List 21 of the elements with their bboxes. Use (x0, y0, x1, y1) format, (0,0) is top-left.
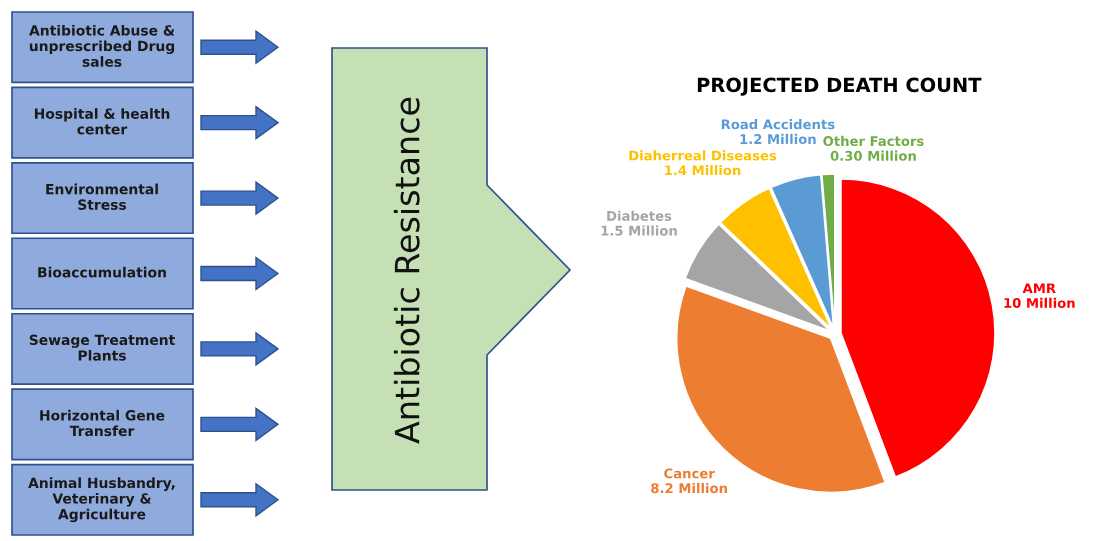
data-label: 10 Million (1004, 297, 1075, 308)
text: Environmental Stress (46, 183, 158, 210)
text: Horizontal Gene Transfer (40, 409, 165, 437)
text: Sewage Treatment Plants (29, 334, 175, 361)
text: Antibiotic Abuse & unprescribed Drug sales (29, 24, 175, 67)
text: Antibiotic Resistance (393, 97, 420, 444)
slice-label: Cancer (664, 468, 715, 479)
text: Hospital & health center (34, 108, 170, 135)
slice-label: Diabetes (607, 210, 672, 221)
data-label: 1.5 Million (601, 225, 677, 236)
slice-label: Road Accidents (721, 119, 835, 130)
slice-label: Diaherreal Diseases (629, 150, 777, 161)
chart-title: PROJECTED DEATH COUNT (697, 77, 982, 96)
slice-label: Other Factors (823, 135, 924, 147)
data-label: 1.2 Million (740, 133, 816, 145)
text: Bioaccumulation (38, 266, 166, 278)
data-label: 0.30 Million (830, 150, 916, 161)
data-label: 1.4 Million (665, 165, 741, 176)
slice-label: AMR (1022, 283, 1056, 293)
data-label: 8.2 Million (651, 482, 727, 494)
text: Animal Husbandry, Veterinary & Agriculture (28, 477, 175, 523)
